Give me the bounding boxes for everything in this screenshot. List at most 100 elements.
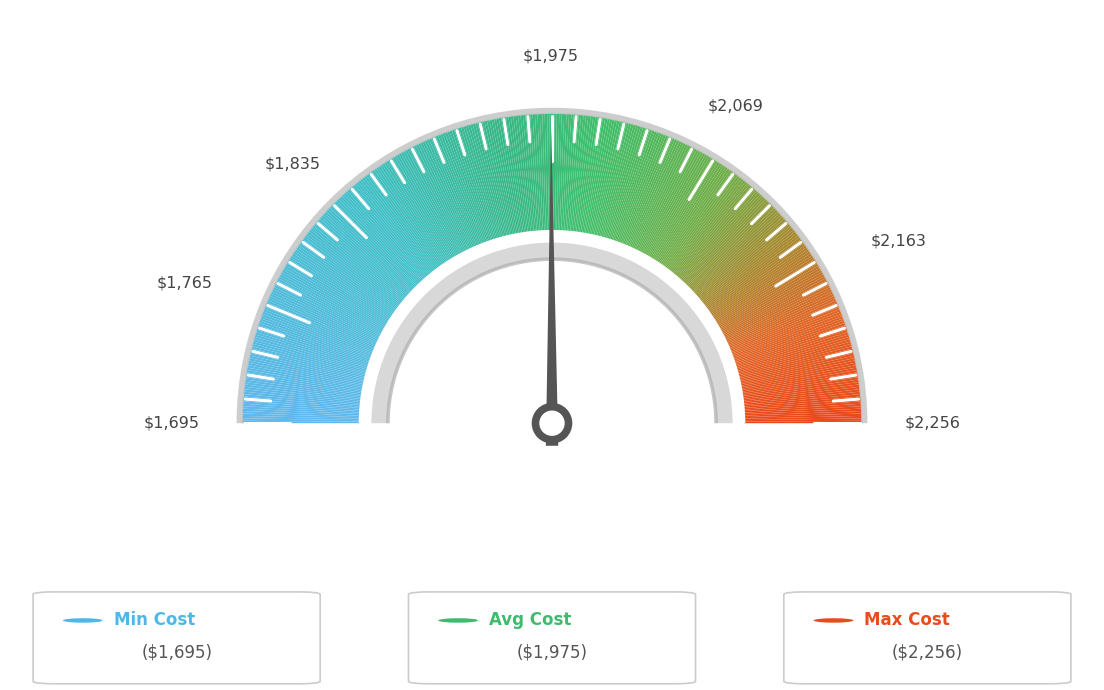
Wedge shape [242, 421, 360, 423]
Wedge shape [641, 149, 699, 255]
Wedge shape [597, 121, 627, 237]
Wedge shape [731, 309, 841, 354]
Wedge shape [335, 200, 418, 286]
Wedge shape [256, 327, 370, 365]
Wedge shape [468, 124, 501, 239]
Wedge shape [628, 139, 678, 248]
Wedge shape [736, 339, 851, 373]
Wedge shape [390, 261, 714, 585]
Wedge shape [422, 140, 473, 249]
Wedge shape [556, 113, 562, 231]
FancyBboxPatch shape [408, 592, 696, 684]
Wedge shape [357, 181, 432, 275]
Wedge shape [278, 276, 383, 333]
Wedge shape [473, 123, 505, 238]
Wedge shape [709, 245, 807, 314]
Wedge shape [445, 131, 487, 243]
Wedge shape [406, 148, 464, 254]
Wedge shape [438, 134, 482, 245]
Wedge shape [390, 157, 453, 259]
Wedge shape [726, 293, 835, 344]
Wedge shape [622, 134, 666, 245]
Wedge shape [252, 344, 367, 375]
Wedge shape [682, 195, 764, 284]
Wedge shape [331, 204, 416, 288]
Wedge shape [308, 229, 402, 304]
Wedge shape [326, 209, 413, 292]
Wedge shape [743, 402, 862, 411]
Wedge shape [640, 148, 698, 254]
Wedge shape [595, 121, 625, 237]
Wedge shape [321, 215, 410, 295]
Wedge shape [742, 382, 860, 399]
Wedge shape [447, 130, 488, 243]
Wedge shape [272, 289, 379, 342]
Wedge shape [660, 166, 729, 266]
Wedge shape [236, 108, 868, 423]
Wedge shape [452, 129, 491, 242]
Wedge shape [677, 187, 755, 278]
Wedge shape [375, 166, 444, 266]
Wedge shape [530, 113, 540, 232]
Wedge shape [247, 360, 364, 386]
Wedge shape [739, 353, 854, 382]
Wedge shape [678, 189, 757, 279]
Wedge shape [733, 320, 846, 361]
Wedge shape [284, 265, 386, 327]
Wedge shape [719, 269, 822, 329]
Wedge shape [341, 194, 423, 282]
Wedge shape [698, 221, 789, 299]
Wedge shape [253, 337, 368, 371]
Wedge shape [722, 278, 827, 335]
Wedge shape [572, 115, 586, 233]
Text: $1,695: $1,695 [144, 415, 200, 431]
Wedge shape [363, 175, 437, 270]
Wedge shape [276, 280, 382, 336]
Wedge shape [286, 261, 389, 324]
Wedge shape [689, 206, 775, 290]
Wedge shape [535, 113, 543, 232]
Wedge shape [443, 132, 486, 244]
Wedge shape [294, 249, 393, 317]
Wedge shape [742, 377, 859, 396]
Wedge shape [564, 113, 574, 232]
Wedge shape [733, 323, 847, 362]
Wedge shape [649, 156, 712, 259]
Wedge shape [702, 231, 797, 306]
Wedge shape [242, 416, 360, 420]
Wedge shape [255, 332, 369, 368]
Wedge shape [283, 267, 386, 328]
Wedge shape [349, 187, 427, 278]
Wedge shape [723, 284, 830, 339]
Wedge shape [667, 175, 741, 270]
Wedge shape [261, 313, 372, 357]
Wedge shape [659, 165, 726, 264]
Wedge shape [347, 189, 426, 279]
Wedge shape [312, 224, 405, 301]
Wedge shape [293, 250, 393, 318]
Wedge shape [690, 207, 776, 290]
Wedge shape [513, 115, 530, 233]
Wedge shape [710, 247, 809, 315]
Wedge shape [728, 300, 838, 348]
Wedge shape [652, 159, 716, 260]
Wedge shape [261, 316, 372, 358]
Wedge shape [582, 117, 603, 234]
Wedge shape [654, 160, 719, 262]
Wedge shape [280, 272, 384, 331]
Wedge shape [605, 125, 641, 239]
Wedge shape [401, 151, 459, 256]
Wedge shape [435, 135, 481, 246]
Wedge shape [737, 344, 852, 375]
Wedge shape [741, 372, 859, 393]
Wedge shape [728, 297, 837, 347]
Wedge shape [705, 237, 802, 309]
Wedge shape [264, 304, 374, 351]
Wedge shape [700, 226, 793, 302]
Wedge shape [354, 183, 431, 275]
Wedge shape [242, 408, 360, 415]
Wedge shape [671, 179, 746, 273]
Wedge shape [656, 162, 722, 263]
Wedge shape [518, 115, 532, 233]
Wedge shape [385, 160, 450, 262]
